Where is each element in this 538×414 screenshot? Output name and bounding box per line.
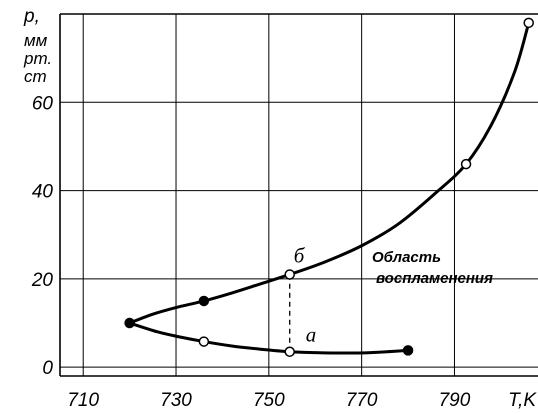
y-axis-label-line: мм (24, 31, 48, 50)
data-point-open (284, 269, 295, 280)
grid (60, 14, 538, 376)
y-tick-label: 20 (31, 270, 54, 291)
y-axis-label-line: рт. (23, 49, 52, 68)
x-tick-label: 750 (253, 390, 285, 411)
region-label-line-2: воспламенения (376, 270, 493, 287)
data-point-filled (402, 345, 414, 356)
y-axis-label-line: p, (23, 6, 40, 27)
region-label-line-1: Область (372, 249, 441, 266)
x-tick-label: 730 (160, 390, 192, 411)
y-tick-label: 40 (32, 182, 54, 203)
point-label-a: а (306, 323, 317, 347)
x-tick-label: 710 (67, 390, 99, 411)
data-point-filled (198, 295, 210, 307)
y-tick-label: 0 (42, 358, 53, 379)
point-label-b: б (294, 243, 306, 267)
markers (124, 17, 534, 357)
lower-limit-curve (129, 321, 409, 355)
y-axis-label-line: ст (24, 67, 47, 86)
data-point-open (198, 336, 210, 347)
data-point-open (460, 158, 472, 170)
x-axis-label: T,K (508, 390, 537, 411)
y-tick-label: 60 (32, 93, 54, 114)
plot-frame (59, 13, 538, 377)
data-point-filled (124, 317, 135, 329)
x-tick-label: 790 (439, 390, 471, 411)
upper-limit-curve (129, 22, 531, 325)
curves (129, 22, 531, 355)
data-point-open (284, 346, 295, 357)
data-point-open (523, 17, 534, 29)
x-tick-label: 770 (346, 390, 378, 411)
